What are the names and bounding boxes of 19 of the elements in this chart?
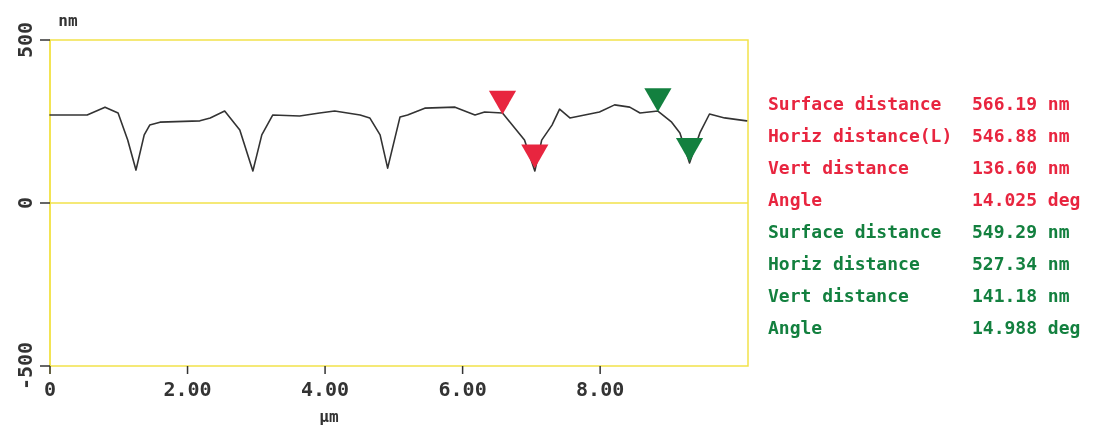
text: Angle 14.988 deg xyxy=(768,317,1081,338)
y-tick-label: 0 xyxy=(13,196,37,210)
text: Surface distance 566.19 nm xyxy=(768,93,1070,114)
line-series xyxy=(49,104,748,172)
y-axis-title: nm xyxy=(58,11,78,30)
y-tick-label: 500 xyxy=(13,21,37,59)
x-tick-label: 4.00 xyxy=(300,377,350,401)
y-tick-label: -500 xyxy=(13,341,37,391)
text: Horiz distance(L) 546.88 nm xyxy=(768,125,1070,146)
text: Vert distance 136.60 nm xyxy=(768,157,1070,178)
text: Angle 14.025 deg xyxy=(768,189,1081,210)
text: Surface distance 549.29 nm xyxy=(768,221,1070,242)
x-axis-title: µm xyxy=(319,407,339,426)
text: Vert distance 141.18 nm xyxy=(768,285,1070,306)
x-tick-label: 2.00 xyxy=(163,377,212,401)
x-tick-label: 0 xyxy=(43,377,57,401)
x-tick-label: 6.00 xyxy=(438,377,487,401)
text: Horiz distance 527.34 nm xyxy=(768,253,1070,274)
x-tick-label: 8.00 xyxy=(576,377,625,401)
